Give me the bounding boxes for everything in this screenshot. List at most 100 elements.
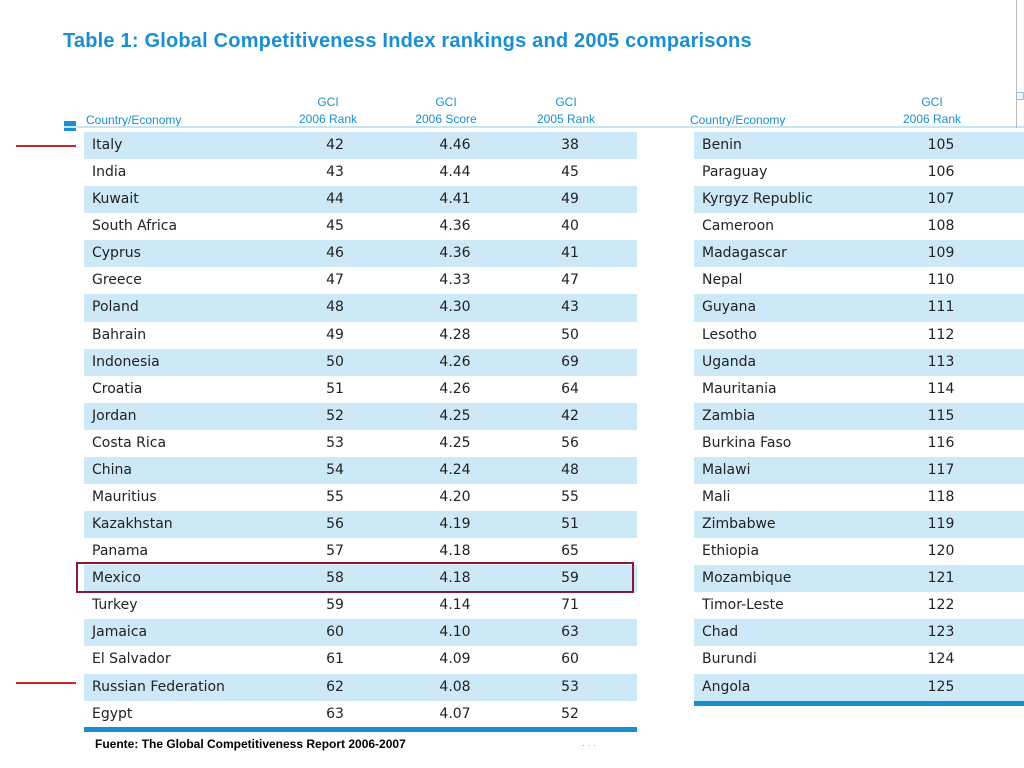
right-row: Zambia 115	[694, 402, 1024, 430]
left-row: Poland 48 4.30 43	[84, 294, 637, 322]
right-cell-country: Mozambique	[702, 570, 792, 587]
left-cell-country: Indonesia	[92, 353, 160, 370]
left-row: Mauritius 55 4.20 55	[84, 484, 637, 511]
right-cell-rank2006: 115	[927, 407, 955, 424]
right-cell-country: Zimbabwe	[702, 516, 776, 533]
left-row: Russian Federation 62 4.08 53	[84, 673, 637, 701]
right-cell-rank2006: 107	[927, 191, 955, 208]
right-row: Timor-Leste 122	[694, 592, 1024, 619]
left-cell-country: Croatia	[92, 380, 143, 397]
left-cell-rank2006: 56	[326, 516, 344, 533]
left-row: Mexico 58 4.18 59	[84, 565, 637, 593]
right-row: Nepal 110	[694, 267, 1024, 294]
right-cell-country: Timor-Leste	[702, 597, 784, 614]
right-cell-country: Angola	[702, 678, 751, 695]
left-cell-rank2006: 51	[326, 380, 344, 397]
left-cell-rank2005: 53	[561, 678, 579, 695]
left-cell-score2006: 4.25	[439, 407, 471, 424]
right-row: Mozambique 121	[694, 565, 1024, 593]
left-cell-score2006: 4.20	[439, 489, 471, 506]
left-cell-rank2006: 53	[326, 434, 344, 451]
right-row: Guyana 111	[694, 294, 1024, 322]
left-cell-score2006: 4.30	[439, 299, 471, 316]
right-cell-rank2006: 116	[927, 434, 955, 451]
left-row: Turkey 59 4.14 71	[84, 592, 637, 619]
left-cell-rank2005: 65	[561, 543, 579, 560]
right-cell-country: Guyana	[702, 299, 757, 316]
right-cell-country: Mali	[702, 489, 731, 506]
right-row: Mauritania 114	[694, 376, 1024, 403]
left-cell-rank2006: 48	[326, 299, 344, 316]
page-dots: · · ·	[582, 740, 596, 750]
left-cell-country: Russian Federation	[92, 678, 225, 695]
right-table: Benin 105 Paraguay 106 Kyrgyz Republic 107 Cam…	[694, 132, 1024, 701]
left-row: Kazakhstan 56 4.19 51	[84, 511, 637, 539]
left-cell-country: Egypt	[92, 705, 133, 722]
marker-line-bottom	[16, 682, 76, 684]
left-cell-country: El Salvador	[92, 651, 171, 668]
right-row: Lesotho 112	[694, 322, 1024, 349]
left-cell-rank2005: 48	[561, 461, 579, 478]
right-row: Paraguay 106	[694, 159, 1024, 186]
marker-line-top	[16, 145, 76, 147]
left-cell-country: Panama	[92, 543, 149, 560]
left-cell-rank2005: 69	[561, 353, 579, 370]
left-cell-score2006: 4.19	[439, 516, 471, 533]
left-header-rank2006-line2: 2006 Rank	[298, 112, 358, 126]
left-cell-score2006: 4.09	[439, 651, 471, 668]
left-header-rank2005: GCI 2005 Rank	[528, 94, 604, 128]
left-cell-score2006: 4.25	[439, 434, 471, 451]
left-cell-score2006: 4.41	[439, 191, 471, 208]
left-cell-score2006: 4.18	[439, 570, 471, 587]
right-row: Chad 123	[694, 619, 1024, 647]
left-cell-rank2006: 57	[326, 543, 344, 560]
left-cell-country: Poland	[92, 299, 139, 316]
left-cell-country: China	[92, 461, 132, 478]
left-cell-rank2005: 45	[561, 164, 579, 181]
left-row: Italy 42 4.46 38	[84, 132, 637, 160]
right-cell-country: Madagascar	[702, 245, 787, 262]
left-header-country: Country/Economy	[86, 113, 182, 127]
left-row: Cyprus 46 4.36 41	[84, 240, 637, 268]
right-table-bottom-rule	[694, 701, 1024, 706]
header-rule	[64, 126, 1024, 128]
left-row: Indonesia 50 4.26 69	[84, 348, 637, 376]
left-cell-country: Kazakhstan	[92, 516, 173, 533]
left-header-rank2005-line2: 2005 Rank	[536, 112, 596, 126]
left-table: Italy 42 4.46 38 India 43 4.44 45 Kuwait 44 4.41 49…	[84, 132, 637, 728]
right-cell-country: Burkina Faso	[702, 434, 792, 451]
left-cell-rank2006: 54	[326, 461, 344, 478]
left-cell-rank2006: 46	[326, 245, 344, 262]
right-cell-rank2006: 119	[927, 516, 955, 533]
right-cell-rank2006: 105	[927, 137, 955, 153]
left-cell-rank2005: 60	[561, 651, 579, 668]
left-cell-rank2006: 45	[326, 218, 344, 235]
left-cell-country: Jordan	[92, 407, 137, 424]
right-row: Mali 118	[694, 484, 1024, 511]
right-cell-country: Benin	[702, 137, 742, 153]
left-cell-rank2006: 49	[326, 326, 344, 343]
source-note: Fuente: The Global Competitiveness Repor…	[95, 737, 406, 751]
left-cell-country: Bahrain	[92, 326, 147, 343]
left-row: Egypt 63 4.07 52	[84, 701, 637, 728]
left-row: Kuwait 44 4.41 49	[84, 186, 637, 214]
left-cell-rank2006: 59	[326, 597, 344, 614]
left-row: Jamaica 60 4.10 63	[84, 619, 637, 647]
left-cell-score2006: 4.24	[439, 461, 471, 478]
left-row: China 54 4.24 48	[84, 456, 637, 485]
left-cell-country: India	[92, 164, 127, 181]
right-cell-rank2006: 110	[927, 272, 955, 289]
right-row: Uganda 113	[694, 348, 1024, 376]
left-cell-country: Kuwait	[92, 191, 139, 208]
left-cell-rank2005: 50	[561, 326, 579, 343]
left-row: Bahrain 49 4.28 50	[84, 322, 637, 349]
left-cell-rank2006: 55	[326, 489, 344, 506]
left-row: South Africa 45 4.36 40	[84, 213, 637, 240]
right-row: Benin 105	[694, 132, 1024, 160]
right-cell-country: Malawi	[702, 461, 751, 478]
mexico-highlight-box	[76, 562, 634, 593]
left-header-rank2006-line1: GCI	[317, 95, 339, 109]
right-cell-country: Cameroon	[702, 218, 775, 235]
left-cell-rank2005: 49	[561, 191, 579, 208]
left-cell-rank2005: 51	[561, 516, 579, 533]
